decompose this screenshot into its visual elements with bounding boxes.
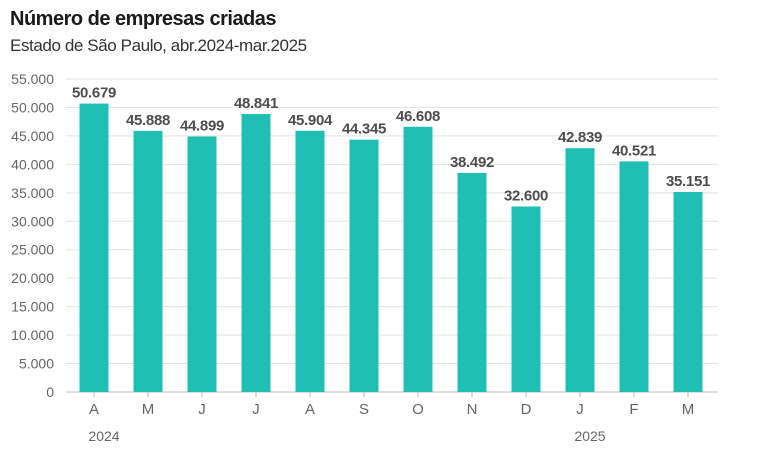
x-tick-label: S xyxy=(359,401,369,418)
bar xyxy=(619,161,649,392)
data-label: 48.841 xyxy=(234,95,278,112)
y-tick-label: 10.000 xyxy=(11,327,54,343)
bar xyxy=(511,206,541,392)
data-label: 44.345 xyxy=(342,121,386,138)
y-tick-label: 40.000 xyxy=(11,156,54,172)
x-tick-label: M xyxy=(682,401,695,418)
y-tick-label: 55.000 xyxy=(11,71,54,87)
x-tick-label: J xyxy=(576,401,584,418)
y-tick-label: 30.000 xyxy=(11,213,54,229)
y-tick-label: 15.000 xyxy=(11,299,54,315)
y-tick-label: 20.000 xyxy=(11,270,54,286)
bar xyxy=(403,126,433,392)
bar xyxy=(79,103,109,392)
x-tick-label: M xyxy=(142,401,155,418)
chart-subtitle: Estado de São Paulo, abr.2024-mar.2025 xyxy=(10,36,307,55)
bar xyxy=(349,139,379,392)
y-tick-label: 45.000 xyxy=(11,128,54,144)
bar xyxy=(295,130,325,392)
y-tick-label: 0 xyxy=(46,384,54,400)
bar xyxy=(241,114,271,393)
x-tick-label: A xyxy=(89,401,99,418)
bar xyxy=(673,191,703,392)
data-label: 35.151 xyxy=(666,173,710,190)
data-label: 38.492 xyxy=(450,154,494,171)
x-tick-label: F xyxy=(629,401,638,418)
y-tick-label: 25.000 xyxy=(11,242,54,258)
bar xyxy=(187,136,217,392)
x-tick-label: N xyxy=(467,401,478,418)
chart-title: Número de empresas criadas xyxy=(10,8,277,30)
x-tick-label: D xyxy=(521,401,532,418)
x-tick-label: J xyxy=(198,401,206,418)
x-tick-label: O xyxy=(412,401,424,418)
data-label: 45.904 xyxy=(288,112,333,129)
data-label: 50.679 xyxy=(72,85,116,102)
bar xyxy=(565,148,595,392)
bar xyxy=(133,130,163,392)
x-tick-label: A xyxy=(305,401,315,418)
y-tick-label: 5.000 xyxy=(19,356,54,372)
year-label: 2024 xyxy=(88,428,119,444)
year-label: 2025 xyxy=(574,428,605,444)
x-tick-label: J xyxy=(252,401,260,418)
data-label: 45.888 xyxy=(126,112,170,129)
y-tick-label: 35.000 xyxy=(11,185,54,201)
data-label: 32.600 xyxy=(504,187,548,204)
data-label: 42.839 xyxy=(558,129,602,146)
data-label: 44.899 xyxy=(180,117,224,134)
bar xyxy=(457,172,487,392)
y-tick-label: 50.000 xyxy=(11,99,54,115)
data-label: 46.608 xyxy=(396,108,440,125)
data-label: 40.521 xyxy=(612,142,656,159)
